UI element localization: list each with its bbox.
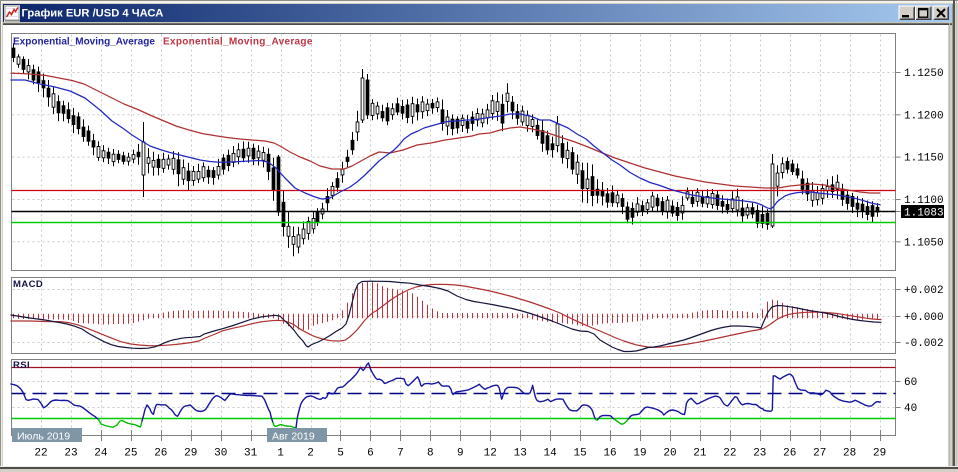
svg-text:+0.000: +0.000	[904, 312, 944, 324]
svg-text:-0.002: -0.002	[904, 338, 944, 350]
svg-text:40: 40	[904, 403, 917, 415]
svg-text:Exponential_Moving_Average: Exponential_Moving_Average	[163, 37, 313, 48]
svg-text:Авг 2019: Авг 2019	[272, 431, 315, 443]
svg-text:12: 12	[484, 448, 497, 460]
svg-text:1.1200: 1.1200	[904, 110, 944, 122]
svg-text:29: 29	[873, 448, 886, 460]
svg-text:27: 27	[813, 448, 826, 460]
svg-text:60: 60	[904, 377, 917, 389]
svg-text:Exponential_Moving_Average: Exponential_Moving_Average	[13, 37, 155, 48]
svg-text:23: 23	[64, 448, 77, 460]
svg-text:1.1050: 1.1050	[904, 237, 944, 249]
svg-text:23: 23	[753, 448, 766, 460]
svg-text:MACD: MACD	[13, 279, 43, 290]
svg-text:14: 14	[544, 448, 558, 460]
svg-text:19: 19	[633, 448, 646, 460]
svg-text:15: 15	[573, 448, 586, 460]
svg-text:График EUR /USD 4 ЧАСА: График EUR /USD 4 ЧАСА	[22, 8, 164, 20]
svg-text:22: 22	[34, 448, 47, 460]
svg-text:24: 24	[94, 448, 108, 460]
svg-text:20: 20	[663, 448, 676, 460]
svg-text:13: 13	[514, 448, 527, 460]
svg-text:5: 5	[337, 448, 344, 460]
svg-text:7: 7	[397, 448, 404, 460]
svg-text:1.1100: 1.1100	[904, 195, 944, 207]
svg-text:1.1150: 1.1150	[904, 153, 944, 165]
svg-text:Июль 2019: Июль 2019	[17, 431, 70, 443]
svg-text:29: 29	[184, 448, 197, 460]
svg-text:21: 21	[693, 448, 707, 460]
svg-text:22: 22	[723, 448, 736, 460]
svg-text:6: 6	[367, 448, 374, 460]
svg-text:RSI: RSI	[13, 360, 30, 371]
svg-text:+0.002: +0.002	[904, 285, 944, 297]
svg-text:9: 9	[457, 448, 464, 460]
svg-text:1.1250: 1.1250	[904, 68, 944, 80]
svg-text:28: 28	[843, 448, 856, 460]
svg-text:31: 31	[244, 448, 258, 460]
svg-text:1.1083: 1.1083	[904, 208, 944, 220]
svg-text:2: 2	[307, 448, 314, 460]
svg-text:16: 16	[603, 448, 616, 460]
svg-text:30: 30	[214, 448, 227, 460]
svg-text:1: 1	[277, 448, 284, 460]
svg-text:26: 26	[154, 448, 167, 460]
svg-text:26: 26	[783, 448, 796, 460]
svg-text:25: 25	[124, 448, 137, 460]
svg-text:8: 8	[427, 448, 434, 460]
